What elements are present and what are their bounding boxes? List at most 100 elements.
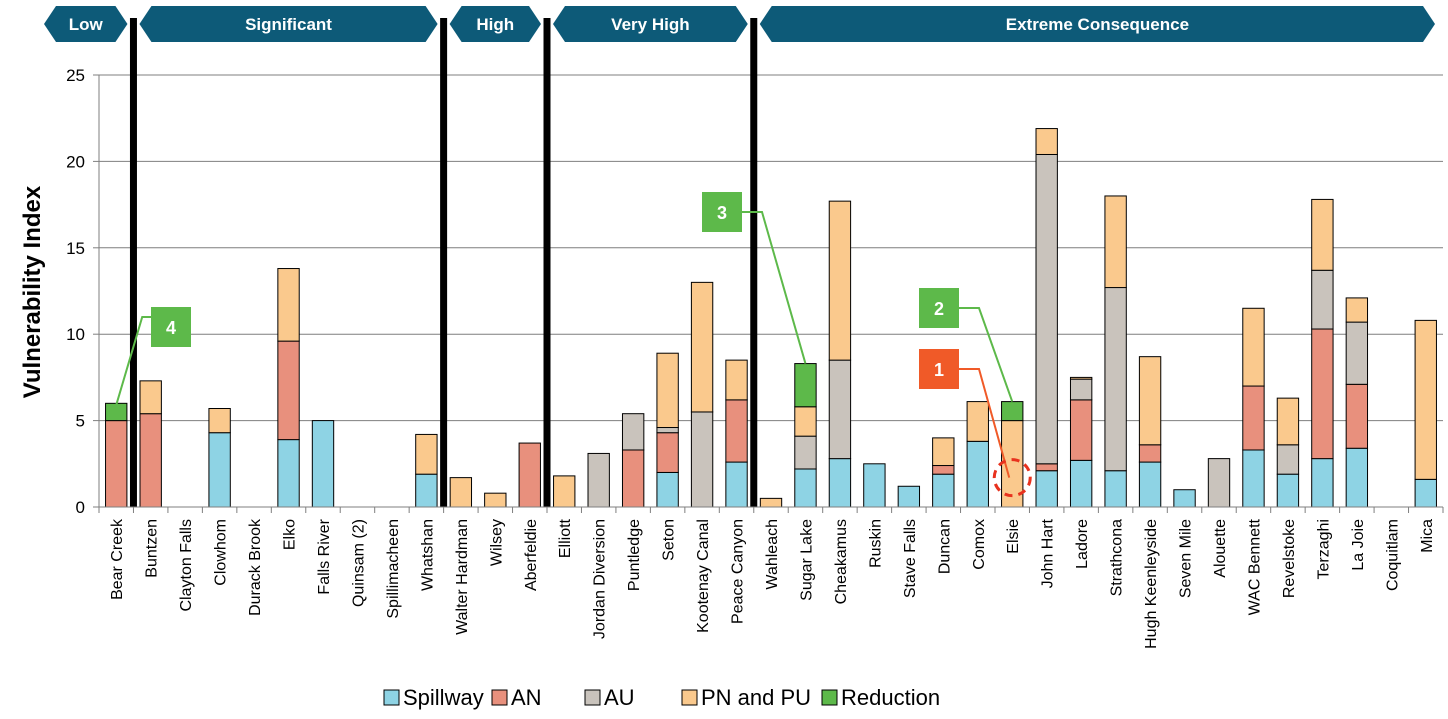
category-label: Elko: [282, 519, 299, 550]
callout-label: 4: [166, 318, 176, 338]
bar-segment: [1207, 458, 1231, 508]
bar-segment: [759, 497, 783, 508]
consequence-band: [553, 6, 748, 42]
legend-swatch: [584, 689, 601, 706]
bar-stack: [518, 442, 541, 508]
category-label: Puntledge: [626, 519, 643, 591]
bar-stack: [1069, 376, 1093, 508]
category-label: Ruskin: [867, 519, 884, 568]
bar-segment: [656, 352, 679, 429]
legend-swatch: [681, 689, 698, 706]
consequence-band-label: Low: [69, 15, 104, 34]
bar-stack: [897, 485, 921, 508]
category-label: Clowhom: [213, 519, 230, 586]
bar-segment: [1242, 449, 1265, 508]
bar-segment: [484, 492, 507, 508]
bar-stack: [1138, 356, 1162, 508]
bar-segment: [587, 452, 610, 508]
bar-stack: [415, 433, 438, 508]
y-axis-ticks: 0 5 10 15 20 25: [66, 66, 99, 517]
bar-segment: [621, 449, 645, 508]
consequence-band: [139, 6, 438, 42]
consequence-band-label: Extreme Consequence: [1006, 15, 1189, 34]
bar-segment: [1069, 399, 1093, 461]
bar-stack: [311, 420, 335, 508]
bar-segment: [1069, 378, 1093, 401]
bar-segment: [1138, 444, 1162, 463]
legend-item: PN and PU: [681, 685, 811, 710]
bar-segment: [897, 485, 921, 508]
bar-stack: [1104, 195, 1127, 508]
bar-segment: [415, 433, 438, 475]
category-label: Whatshan: [419, 519, 436, 591]
callout-3: 3: [702, 192, 807, 364]
bar-stack: [1001, 401, 1024, 508]
bar-segment: [725, 461, 748, 508]
bar-stack: [105, 402, 128, 508]
bar-segment: [1345, 447, 1369, 508]
category-label: Coquitlam: [1384, 519, 1401, 591]
callout-leader: [959, 307, 1014, 402]
y-tick-label: 10: [66, 325, 85, 344]
bar-stack: [139, 380, 162, 508]
bar-stack: [208, 408, 231, 508]
bar-stack: [1207, 458, 1231, 508]
consequence-bands: Low Significant High Very High Extreme Conse…: [44, 6, 1435, 42]
bar-segment: [1242, 385, 1265, 451]
bar-segment: [794, 468, 817, 508]
callouts: 1 2 3 4: [115, 192, 1032, 498]
bar-segment: [449, 477, 473, 508]
category-label: WAC Bennett: [1246, 518, 1263, 615]
bar-segment: [656, 427, 679, 434]
category-label: Peace Canyon: [730, 519, 747, 624]
bar-segment: [690, 411, 714, 508]
bar-stack: [277, 268, 300, 508]
category-label: Terzaghi: [1315, 519, 1332, 579]
bar-stack: [1345, 297, 1369, 508]
bar-stack: [1311, 198, 1334, 508]
category-label: Cheakamus: [833, 519, 850, 604]
callout-leader: [115, 316, 151, 406]
bar-segment: [311, 420, 335, 508]
category-label: Seven Mile: [1178, 519, 1195, 598]
bar-segment: [621, 413, 645, 451]
bar-segment: [105, 402, 128, 422]
bar-stack: [794, 363, 817, 508]
bar-segment: [656, 471, 679, 508]
bar-segment: [1414, 319, 1437, 480]
consequence-divider: [129, 18, 137, 507]
bar-segment: [828, 359, 852, 460]
bar-segment: [1311, 458, 1334, 508]
y-tick-label: 15: [66, 239, 85, 258]
category-label: Quinsam (2): [350, 519, 367, 607]
bar-stack: [484, 492, 507, 508]
bar-segment: [1035, 463, 1058, 472]
category-label: La Joie: [1350, 519, 1367, 571]
bar-segment: [139, 413, 162, 508]
bar-segment: [725, 399, 748, 463]
bar-segment: [277, 340, 300, 441]
category-label: Spillimacheen: [385, 519, 402, 619]
bar-segment: [794, 435, 817, 470]
bar-segment: [1311, 198, 1334, 271]
bar-stack: [863, 463, 886, 508]
bar-segment: [1035, 153, 1058, 465]
bar-stack: [966, 401, 989, 508]
bar-segment: [1311, 269, 1334, 330]
category-label: Durack Brook: [247, 518, 264, 616]
bar-segment: [1104, 470, 1127, 508]
legend-label: AN: [511, 685, 542, 710]
category-label: Revelstoke: [1281, 519, 1298, 598]
bar-stack: [449, 477, 473, 508]
y-tick-label: 5: [76, 412, 85, 431]
bar-segment: [932, 473, 955, 508]
legend-label: AU: [604, 685, 635, 710]
category-label: Buntzen: [144, 519, 161, 578]
legend-label: Spillway: [403, 685, 484, 710]
bar-segment: [1104, 195, 1127, 289]
bar-segment: [208, 408, 231, 434]
highlight-circle: [992, 458, 1032, 498]
bar-segment: [1138, 356, 1162, 446]
callout-1: 1: [919, 349, 1032, 498]
bar-stack: [1173, 489, 1196, 508]
